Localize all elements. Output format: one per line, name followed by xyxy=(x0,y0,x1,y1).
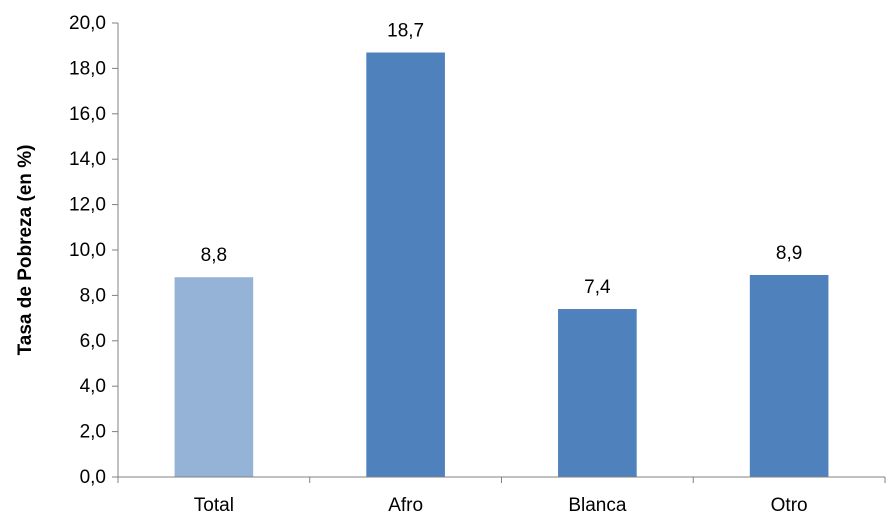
bar xyxy=(366,53,445,477)
y-tick-label: 6,0 xyxy=(80,331,106,352)
x-tick-label: Afro xyxy=(388,495,423,516)
data-label: 8,8 xyxy=(201,245,227,266)
bars-group xyxy=(175,53,829,477)
y-tick-label: 0,0 xyxy=(80,467,106,488)
x-tick-label: Total xyxy=(194,495,234,516)
x-tick-label: Otro xyxy=(771,495,808,516)
bar xyxy=(558,309,637,477)
y-tick-label: 2,0 xyxy=(80,422,106,443)
y-tick-label: 20,0 xyxy=(69,13,106,34)
data-label: 18,7 xyxy=(387,21,424,42)
bar xyxy=(750,275,829,477)
y-tick-label: 8,0 xyxy=(80,285,106,306)
y-tick-label: 16,0 xyxy=(69,104,106,125)
y-ticks-group: 0,0 2,0 4,0 6,0 8,0 10,0 12,0 14,0 16,0 18,0 20,0 xyxy=(69,13,118,488)
y-tick-label: 18,0 xyxy=(69,58,106,79)
bar xyxy=(175,277,254,477)
y-tick-label: 12,0 xyxy=(69,195,106,216)
y-tick-label: 14,0 xyxy=(69,149,106,170)
data-labels-group: 8,8 18,7 7,4 8,9 xyxy=(201,21,803,299)
y-tick-label: 10,0 xyxy=(69,240,106,261)
data-label: 8,9 xyxy=(776,243,802,264)
x-tick-label: Blanca xyxy=(568,495,627,516)
x-ticks-group: Total Afro Blanca Otro xyxy=(118,477,885,516)
y-axis-label: Tasa de Pobreza (en %) xyxy=(15,145,36,356)
data-label: 7,4 xyxy=(584,277,611,298)
y-tick-label: 4,0 xyxy=(80,376,106,397)
